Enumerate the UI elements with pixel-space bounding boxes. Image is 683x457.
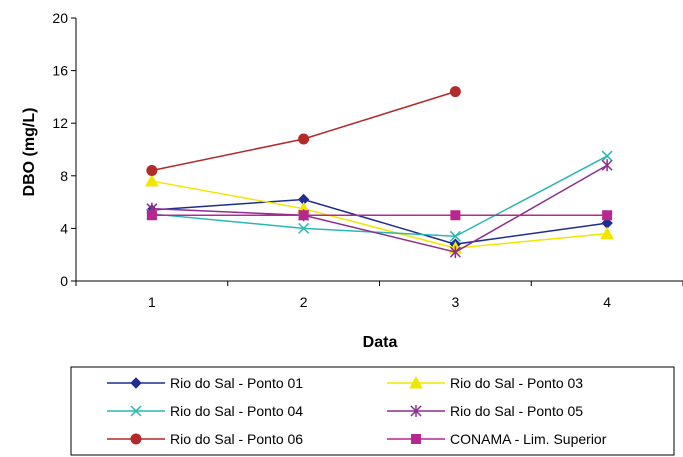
legend-marker: [410, 405, 422, 417]
legend-marker: [130, 433, 142, 445]
data-point: [601, 159, 613, 172]
legend-label: Rio do Sal - Ponto 04: [170, 403, 303, 419]
data-point: [146, 210, 157, 221]
legend: Rio do Sal - Ponto 01 Rio do Sal - Ponto …: [70, 366, 675, 456]
y-tick-label: 0: [60, 273, 68, 289]
data-point: [298, 133, 310, 145]
y-tick-label: 4: [60, 220, 68, 236]
legend-label: Rio do Sal - Ponto 01: [170, 375, 303, 391]
data-point: [298, 222, 310, 234]
y-axis: 0 4 8 12 16 20: [52, 10, 77, 289]
legend-marker: [411, 434, 421, 444]
y-tick-label: 20: [52, 10, 68, 26]
series-1: [146, 193, 613, 250]
series-2: [145, 174, 614, 254]
data-point: [449, 86, 461, 98]
data-point: [145, 174, 159, 187]
legend-label: Rio do Sal - Ponto 03: [450, 375, 583, 391]
x-tick-label: 3: [451, 294, 459, 310]
series-4: [146, 159, 613, 259]
series-5: [146, 86, 461, 177]
data-point: [601, 150, 613, 162]
data-point: [298, 210, 309, 221]
legend-item: Rio do Sal - Ponto 06: [107, 431, 303, 447]
series-layer: [145, 86, 614, 259]
legend-item: Rio do Sal - Ponto 04: [107, 403, 303, 419]
series-line: [151, 180, 608, 249]
data-point: [600, 226, 614, 240]
legend-item: CONAMA - Lim. Superior: [387, 431, 607, 447]
data-point: [449, 230, 461, 242]
legend-marker: [130, 405, 142, 417]
x-axis-title: Data: [363, 334, 398, 351]
data-point: [449, 246, 461, 259]
x-axis: 1 2 3 4: [75, 280, 683, 310]
series-line: [151, 90, 456, 172]
legend-box: [70, 366, 675, 456]
series-6: [146, 210, 613, 221]
series-line: [151, 155, 608, 238]
x-tick-label: 2: [300, 294, 308, 310]
y-tick-label: 16: [52, 63, 68, 79]
legend-label: CONAMA - Lim. Superior: [450, 431, 607, 447]
data-point: [450, 210, 461, 221]
data-point: [602, 210, 613, 221]
data-point: [146, 165, 158, 177]
legend-label: Rio do Sal - Ponto 05: [450, 403, 583, 419]
series-line: [151, 198, 608, 245]
legend-marker: [130, 377, 142, 389]
legend-marker: [409, 375, 423, 389]
legend-item: Rio do Sal - Ponto 01: [107, 375, 303, 391]
y-tick-label: 12: [52, 115, 68, 131]
legend-label: Rio do Sal - Ponto 06: [170, 431, 303, 447]
x-tick-label: 4: [603, 294, 611, 310]
x-tick-label: 1: [148, 294, 156, 310]
legend-item: Rio do Sal - Ponto 03: [387, 375, 583, 391]
legend-item: Rio do Sal - Ponto 05: [387, 403, 583, 419]
series-line: [151, 164, 608, 253]
y-axis-title: DBO (mg/L): [21, 108, 38, 197]
y-tick-label: 8: [60, 168, 68, 184]
